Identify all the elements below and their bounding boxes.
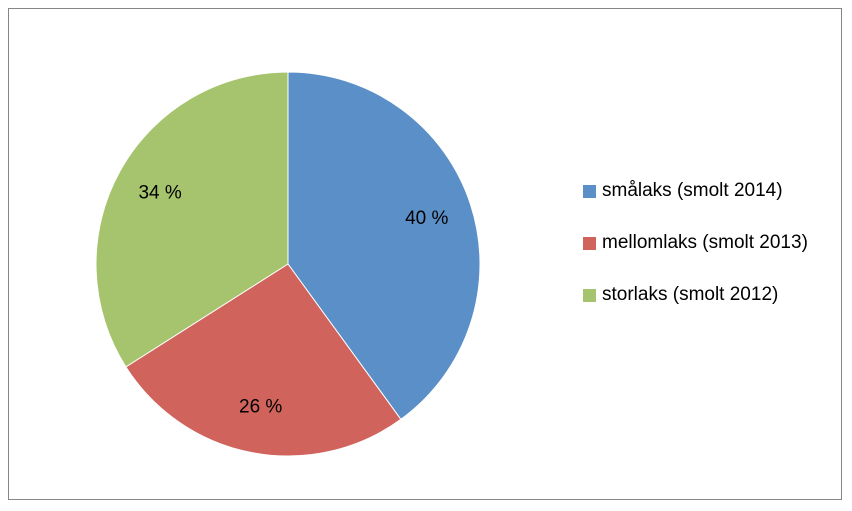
pie-slice	[95, 71, 289, 368]
legend-swatch	[583, 289, 596, 302]
legend-item: storlaks (smolt 2012)	[583, 280, 833, 310]
legend-swatch	[583, 237, 596, 250]
data-label: 40 %	[405, 208, 448, 229]
pie-slice	[287, 71, 481, 421]
legend-label: storlaks (smolt 2012)	[602, 284, 779, 305]
legend-label: smålaks (smolt 2014)	[602, 180, 783, 201]
legend-item: smålaks (smolt 2014)	[583, 176, 833, 206]
legend-label: mellomlaks (smolt 2013)	[602, 232, 808, 253]
legend: smålaks (smolt 2014) mellomlaks (smolt 20…	[583, 176, 833, 332]
data-label: 26 %	[239, 396, 282, 417]
legend-item: mellomlaks (smolt 2013)	[583, 228, 833, 258]
data-label: 34 %	[138, 183, 181, 204]
chart-frame	[8, 8, 842, 500]
pie-slice	[125, 263, 402, 457]
legend-swatch	[583, 185, 596, 198]
